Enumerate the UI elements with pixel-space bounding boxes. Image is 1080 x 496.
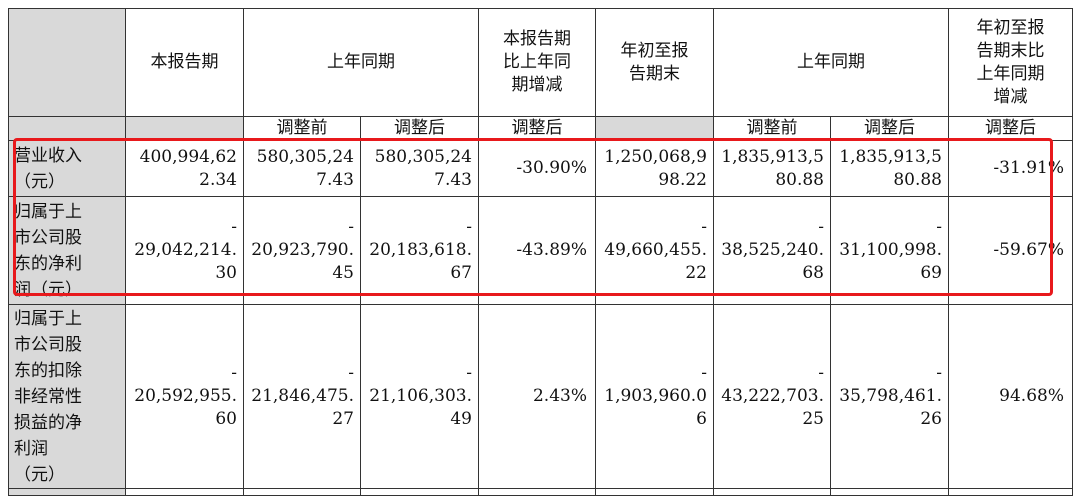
cell-prior-after: -20,183,618. 67 [360,196,479,305]
subheader-blank [595,116,714,141]
cell-ytd-prior-before: -43,222,703. 25 [713,304,831,489]
cell-prior-after: -21,106,303. 49 [360,304,479,489]
cell-change: 2.43% [478,304,596,489]
header-prior-same-period-ytd: 上年同期 [713,8,949,117]
cell-ytd-prior-after: -35,798,461. 26 [830,304,949,489]
row-label: 归属于上 市公司股 东的扣除 非经常性 损益的净 利润 （元） [8,304,126,489]
cell-ytd: -1,903,960.0 6 [595,304,714,489]
cell-cutoff [478,488,596,496]
cell-cutoff [243,488,361,496]
cell-change: -43.89% [478,196,596,305]
table-row: 归属于上 市公司股 东的扣除 非经常性 损益的净 利润 （元） -20,592,955. 60… [8,304,1073,489]
header-current-period: 本报告期 [125,8,244,117]
cell-ytd-prior-after: -31,100,998. 69 [830,196,949,305]
table-row-cutoff [8,488,1073,496]
cell-cutoff [830,488,949,496]
subheader-before-adj: 调整前 [243,116,361,141]
row-label: 营业收入 （元） [8,140,126,197]
subheader-after-adj-ytd: 调整后 [830,116,949,141]
cell-ytd: 1,250,068,9 98.22 [595,140,714,197]
highlight-box [13,138,1053,296]
subheader-after-adj-change: 调整后 [478,116,596,141]
cell-current: -29,042,214. 30 [125,196,244,305]
subheader-before-adj-ytd: 调整前 [713,116,831,141]
header-ytd-change: 年初至报 告期末比 上年同期 增减 [948,8,1073,117]
cell-cutoff [360,488,479,496]
cell-cutoff [595,488,714,496]
subheader-blank [125,116,244,141]
subheader-after-adj: 调整后 [360,116,479,141]
cell-prior-before: -20,923,790. 45 [243,196,361,305]
cell-ytd-change: 94.68% [948,304,1073,489]
table-row: 归属于上 市公司股 东的净利 润（元） -29,042,214. 30 -20,923,… [8,196,1073,305]
header-prior-same-period: 上年同期 [243,8,479,117]
cell-cutoff [948,488,1073,496]
header-ytd: 年初至报 告期末 [595,8,714,117]
cell-cutoff [713,488,831,496]
cell-cutoff [125,488,244,496]
header-period-change: 本报告期 比上年同 期增减 [478,8,596,117]
cell-ytd-prior-after: 1,835,913,5 80.88 [830,140,949,197]
header-corner [8,8,126,117]
cell-prior-before: -21,846,475. 27 [243,304,361,489]
cell-change: -30.90% [478,140,596,197]
subheader-after-adj-ytd-change: 调整后 [948,116,1073,141]
row-label: 归属于上 市公司股 东的净利 润（元） [8,196,126,305]
cell-prior-before: 580,305,24 7.43 [243,140,361,197]
cell-current: -20,592,955. 60 [125,304,244,489]
cell-ytd-prior-before: 1,835,913,5 80.88 [713,140,831,197]
cell-current: 400,994,62 2.34 [125,140,244,197]
row-label [8,488,126,496]
subheader-blank [8,116,126,141]
